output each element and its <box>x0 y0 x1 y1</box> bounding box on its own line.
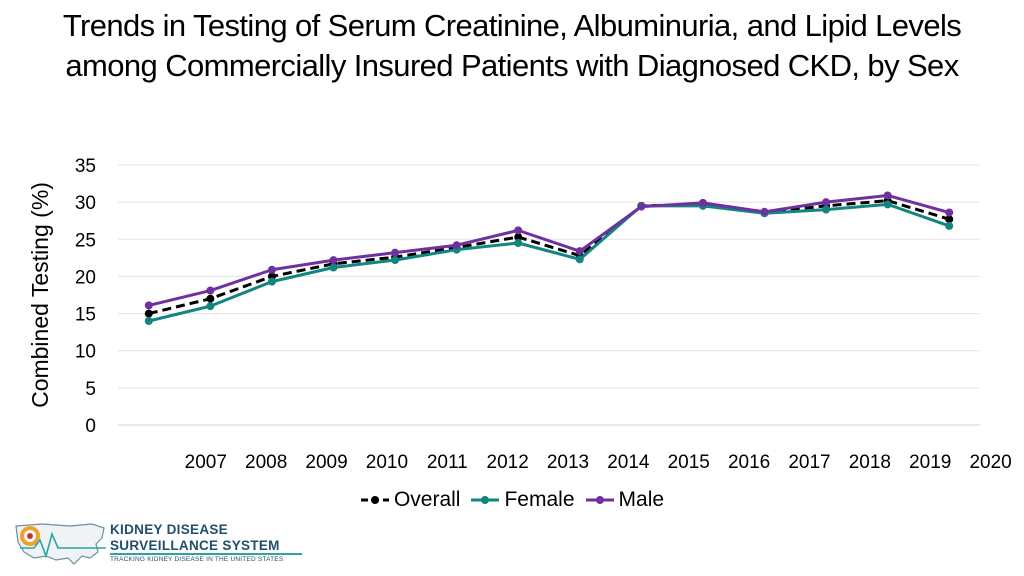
legend-item-male: Male <box>585 488 665 512</box>
data-point <box>514 239 523 247</box>
legend-label: Overall <box>393 488 461 511</box>
y-tick-label: 15 <box>75 305 96 326</box>
y-tick-label: 35 <box>75 156 96 177</box>
data-point <box>144 309 153 318</box>
data-point <box>206 294 215 303</box>
y-tick-label: 5 <box>85 379 96 400</box>
x-tick-label: 2018 <box>849 452 891 473</box>
data-point <box>945 208 954 217</box>
legend-label: Female <box>504 488 575 511</box>
y-tick-label: 25 <box>75 230 96 251</box>
x-tick-label: 2007 <box>185 452 227 473</box>
series-line-overall <box>148 199 950 316</box>
series-line-female <box>148 202 950 323</box>
data-point <box>514 226 523 235</box>
x-tick-label: 2015 <box>668 452 710 473</box>
legend-item-overall: Overall <box>360 488 461 512</box>
x-tick-label: 2012 <box>487 452 529 473</box>
logo-rule <box>110 553 302 555</box>
data-point <box>267 265 276 274</box>
x-tick-labels: 2007 2008 2009 2010 2011 2012 2013 2014 2015 2016… <box>185 452 1012 473</box>
data-point <box>391 248 400 257</box>
y-axis-label: Combined Testing (%) <box>27 182 53 408</box>
series-lines <box>144 191 954 325</box>
x-tick-label: 2013 <box>547 452 589 473</box>
data-point <box>637 202 646 211</box>
data-point <box>514 233 523 242</box>
legend: Overall Female Male <box>0 488 1024 512</box>
series-overall <box>144 196 954 318</box>
data-point <box>575 247 584 256</box>
data-point <box>144 317 153 325</box>
logo-tagline: TRACKING KIDNEY DISEASE IN THE UNITED ST… <box>110 556 284 563</box>
logo-title-line1: KIDNEY DISEASE <box>110 522 228 537</box>
data-point <box>267 277 276 286</box>
legend-swatch <box>471 496 500 504</box>
y-tick-label: 0 <box>85 416 96 437</box>
legend-item-female: Female <box>470 488 575 512</box>
legend-swatch <box>585 496 614 504</box>
data-point <box>206 302 215 311</box>
data-point <box>575 255 584 264</box>
y-tick-label: 30 <box>75 193 96 214</box>
x-tick-label: 2008 <box>245 452 287 473</box>
data-point <box>391 256 400 265</box>
data-point <box>206 286 215 295</box>
data-point <box>329 256 338 265</box>
data-point <box>822 198 831 207</box>
x-tick-label: 2010 <box>366 452 408 473</box>
data-point <box>329 263 338 272</box>
series-line-male <box>148 193 950 307</box>
data-point <box>883 191 892 200</box>
x-tick-label: 2009 <box>305 452 347 473</box>
series-male <box>144 191 954 310</box>
y-tick-label: 10 <box>75 342 96 363</box>
y-tick-labels: 0 5 10 15 20 25 30 35 <box>75 156 96 437</box>
x-tick-label: 2019 <box>909 452 951 473</box>
logo-title-line2: SURVEILLANCE SYSTEM <box>110 538 280 553</box>
legend-label: Male <box>618 488 665 511</box>
x-tick-label: 2014 <box>607 452 650 473</box>
y-tick-label: 20 <box>75 267 96 288</box>
data-point <box>945 215 954 224</box>
series-female <box>144 200 954 325</box>
data-point <box>452 241 461 250</box>
data-point <box>760 207 769 216</box>
us-map-icon <box>15 523 106 565</box>
x-tick-label: 2017 <box>788 452 830 473</box>
data-point <box>144 301 153 310</box>
x-tick-label: 2016 <box>728 452 770 473</box>
data-point <box>698 198 707 207</box>
kdss-logo: KIDNEY DISEASE SURVEILLANCE SYSTEM TRACK… <box>12 518 312 570</box>
legend-swatch <box>360 496 389 504</box>
chart-title: Trends in Testing of Serum Creatinine, A… <box>62 8 962 83</box>
x-tick-label: 2011 <box>427 452 468 473</box>
x-tick-label: 2020 <box>969 452 1011 473</box>
data-point <box>883 200 892 209</box>
data-point <box>822 205 831 214</box>
line-chart: Combined Testing (%) 0 5 10 15 20 25 30 35 2007… <box>27 156 1012 473</box>
data-point <box>945 221 954 230</box>
